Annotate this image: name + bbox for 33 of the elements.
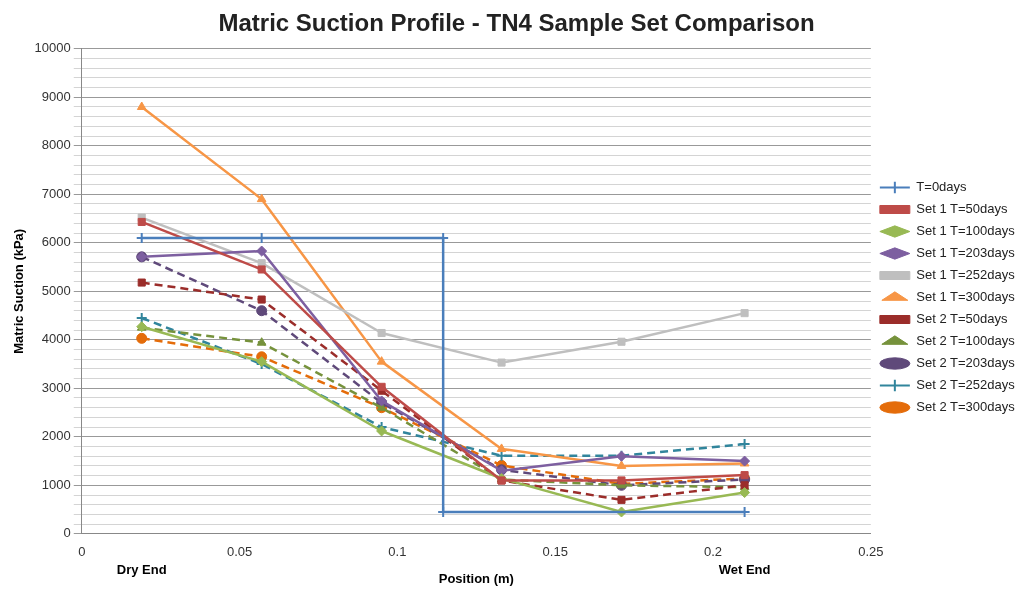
text: Wet End xyxy=(718,561,771,577)
x-tick-label: 0.25 xyxy=(858,544,884,560)
y-tick-label: 7000 xyxy=(41,185,71,201)
legend-label: T=0days xyxy=(916,179,968,195)
x-tick-label: 0 xyxy=(78,544,86,560)
legend-label: Set 1 T=203days xyxy=(916,245,1016,261)
y-tick-label: 5000 xyxy=(41,282,71,298)
text: Dry End xyxy=(116,561,167,577)
y-tick-label: 4000 xyxy=(41,331,71,347)
y-tick-label: 8000 xyxy=(41,137,71,153)
y-tick-label: 10000 xyxy=(34,40,71,56)
legend-label: Set 1 T=100days xyxy=(916,223,1016,239)
x-axis-title: Position (m) xyxy=(438,570,514,586)
y-tick-label: 0 xyxy=(63,525,71,541)
y-tick-label: 1000 xyxy=(41,476,71,492)
legend-label: Set 2 T=300days xyxy=(916,399,1016,415)
y-tick-label: 2000 xyxy=(41,428,71,444)
legend-label: Set 2 T=203days xyxy=(916,355,1016,371)
legend-label: Set 2 T=252days xyxy=(916,377,1016,393)
x-tick-label: 0.2 xyxy=(703,544,723,560)
legend-label: Set 1 T=50days xyxy=(916,201,1009,217)
legend-label: Set 1 T=300days xyxy=(916,289,1016,305)
x-tick-label: 0.05 xyxy=(226,544,253,560)
y-tick-label: 6000 xyxy=(41,234,71,250)
y-tick-label: 3000 xyxy=(41,379,71,395)
legend-label: Set 1 T=252days xyxy=(916,267,1016,283)
x-tick-label: 0.1 xyxy=(388,544,407,560)
chart-title: Matric Suction Profile - TN4 Sample Set Comparison xyxy=(218,9,815,37)
legend-label: Set 2 T=100days xyxy=(916,333,1016,349)
y-tick-label: 9000 xyxy=(41,88,71,104)
legend-label: Set 2 T=50days xyxy=(916,311,1009,327)
x-tick-label: 0.15 xyxy=(542,544,568,560)
y-axis-title: Matric Suction (kPa) xyxy=(11,228,27,354)
